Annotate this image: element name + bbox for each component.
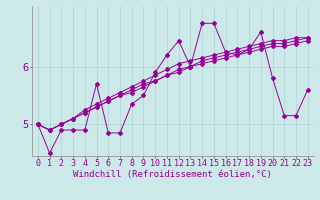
X-axis label: Windchill (Refroidissement éolien,°C): Windchill (Refroidissement éolien,°C) <box>73 170 272 179</box>
